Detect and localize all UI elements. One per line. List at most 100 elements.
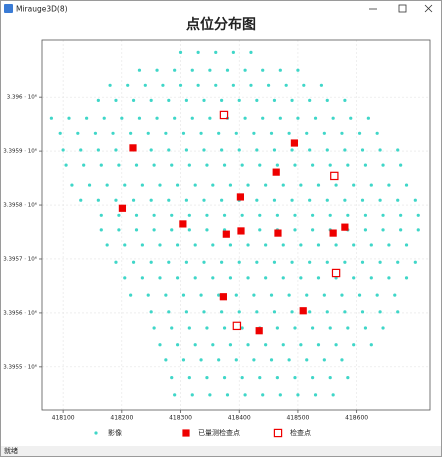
point bbox=[404, 276, 409, 280]
point bbox=[352, 343, 356, 347]
point bbox=[243, 393, 247, 397]
legend-swatch bbox=[182, 429, 190, 437]
point bbox=[340, 358, 344, 362]
y-tick-label: 3.3959 · 10⁶ bbox=[3, 148, 37, 155]
point bbox=[155, 116, 159, 120]
point bbox=[217, 131, 221, 135]
point bbox=[222, 326, 227, 330]
point bbox=[255, 98, 259, 103]
point bbox=[76, 131, 80, 135]
point bbox=[222, 213, 227, 217]
point bbox=[184, 310, 188, 314]
point bbox=[149, 260, 153, 264]
y-tick-label: 3.3958 · 10⁶ bbox=[3, 202, 37, 209]
point bbox=[190, 116, 194, 120]
point bbox=[275, 213, 279, 217]
point bbox=[360, 260, 365, 264]
close-button[interactable] bbox=[424, 4, 433, 13]
point bbox=[158, 343, 162, 347]
point bbox=[299, 343, 303, 347]
point bbox=[269, 293, 274, 297]
point bbox=[220, 310, 224, 314]
point bbox=[404, 243, 409, 247]
point bbox=[173, 393, 177, 397]
point bbox=[264, 343, 268, 347]
point bbox=[258, 228, 262, 232]
point bbox=[311, 376, 315, 380]
point bbox=[305, 293, 309, 297]
point bbox=[134, 213, 139, 217]
point bbox=[240, 213, 244, 217]
point bbox=[249, 83, 253, 87]
point bbox=[413, 260, 417, 264]
hollow-square-point bbox=[232, 321, 242, 331]
point bbox=[363, 163, 368, 167]
square-point bbox=[274, 229, 282, 237]
point bbox=[228, 276, 233, 280]
point bbox=[378, 198, 382, 202]
point bbox=[175, 183, 180, 187]
point bbox=[325, 98, 329, 103]
point bbox=[264, 243, 268, 247]
point bbox=[131, 260, 136, 264]
point bbox=[205, 326, 209, 330]
legend-swatch bbox=[273, 428, 283, 438]
point bbox=[205, 376, 209, 380]
point bbox=[82, 163, 86, 167]
point bbox=[175, 243, 180, 247]
point bbox=[252, 131, 256, 135]
point bbox=[114, 260, 118, 264]
point bbox=[152, 326, 156, 330]
point bbox=[187, 213, 191, 217]
point bbox=[184, 98, 188, 103]
point bbox=[360, 198, 365, 202]
point bbox=[322, 358, 326, 362]
point bbox=[281, 183, 285, 187]
point bbox=[214, 50, 218, 55]
point bbox=[328, 213, 332, 217]
point bbox=[205, 213, 209, 217]
point bbox=[357, 293, 362, 297]
point bbox=[243, 116, 247, 120]
point bbox=[293, 326, 297, 330]
point bbox=[399, 228, 403, 232]
point bbox=[381, 326, 385, 330]
point bbox=[93, 131, 98, 135]
point bbox=[369, 183, 373, 187]
point bbox=[193, 243, 197, 247]
point bbox=[211, 183, 215, 187]
point bbox=[343, 198, 347, 202]
point bbox=[328, 376, 332, 380]
point bbox=[340, 293, 344, 297]
point bbox=[308, 260, 312, 264]
point bbox=[352, 243, 356, 247]
x-tick-label: 418500 bbox=[286, 415, 309, 422]
point bbox=[258, 213, 262, 217]
point bbox=[190, 68, 194, 72]
point bbox=[281, 343, 285, 347]
point bbox=[79, 148, 83, 152]
point bbox=[237, 148, 241, 152]
point bbox=[231, 50, 235, 55]
point bbox=[181, 131, 186, 135]
point bbox=[129, 131, 133, 135]
point bbox=[167, 198, 171, 202]
point bbox=[346, 213, 350, 217]
point bbox=[114, 198, 118, 202]
point bbox=[49, 116, 53, 120]
point bbox=[199, 293, 203, 297]
point bbox=[64, 163, 68, 167]
point bbox=[222, 163, 227, 167]
square-point bbox=[129, 144, 137, 152]
hollow-square-point bbox=[219, 110, 229, 120]
point bbox=[293, 163, 297, 167]
point bbox=[126, 83, 130, 87]
point bbox=[313, 116, 318, 120]
point bbox=[58, 131, 62, 135]
point bbox=[208, 393, 212, 397]
point bbox=[140, 243, 144, 247]
maximize-button[interactable] bbox=[398, 4, 407, 13]
y-tick-label: 3.3957 · 10⁶ bbox=[3, 255, 37, 262]
point bbox=[155, 68, 159, 72]
point bbox=[208, 116, 212, 120]
